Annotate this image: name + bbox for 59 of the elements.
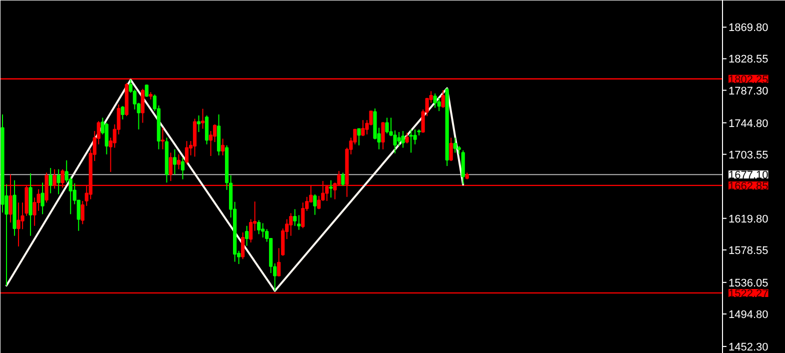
candlestick xyxy=(160,127,165,150)
candlestick xyxy=(220,138,225,156)
ref-line-label: 1677.10 xyxy=(728,170,768,182)
candlestick xyxy=(245,225,249,246)
y-tick-label: 1578.55 xyxy=(728,244,768,257)
ref-line-label: 1802.25 xyxy=(728,74,768,86)
candlestick xyxy=(441,90,445,108)
candlestick xyxy=(196,114,201,133)
y-tick-label: 1744.80 xyxy=(728,118,768,130)
y-tick-label: 1703.55 xyxy=(728,149,768,162)
candlestick xyxy=(313,194,317,216)
candlestick xyxy=(401,130,405,148)
y-tick-label: 1536.05 xyxy=(728,277,768,290)
y-tick-label: 1452.30 xyxy=(728,341,768,353)
line-series xyxy=(6,78,464,292)
candlestick xyxy=(168,152,173,182)
candlestick xyxy=(261,222,265,238)
candlestick xyxy=(140,88,144,124)
ref-line-label: 1662.85 xyxy=(728,180,768,192)
candlestick xyxy=(144,84,148,98)
y-tick-label: 1619.80 xyxy=(728,213,768,226)
y-tick-label: 1828.55 xyxy=(728,54,768,66)
candlestick xyxy=(357,128,361,146)
candlestick xyxy=(16,202,20,247)
candlestick xyxy=(381,122,385,150)
candlestick xyxy=(449,137,453,162)
candlestick xyxy=(176,154,181,170)
y-tick-label: 1494.80 xyxy=(728,308,768,321)
candlestick xyxy=(405,132,409,144)
candlestick xyxy=(341,172,345,186)
candlestick xyxy=(461,150,465,185)
candlestick xyxy=(204,114,209,145)
candlestick xyxy=(241,232,245,260)
candlestick xyxy=(56,168,60,195)
candlestick xyxy=(257,220,261,235)
candlestick xyxy=(329,180,333,198)
candlestick xyxy=(200,108,205,130)
candlestick xyxy=(437,97,441,112)
candlestick xyxy=(317,195,321,210)
candlestick xyxy=(453,137,457,154)
candlestick xyxy=(409,128,413,154)
candlestick xyxy=(301,202,305,229)
candlestick xyxy=(433,92,437,108)
candlestick xyxy=(249,218,253,243)
candlestick xyxy=(180,157,185,180)
candlestick xyxy=(289,212,293,236)
ref-line-label: 1522.27 xyxy=(728,288,768,300)
candlestick xyxy=(48,167,52,194)
candlestick xyxy=(104,122,108,155)
candlestick xyxy=(120,106,124,120)
candlestick xyxy=(293,208,297,226)
candlestick xyxy=(397,132,401,147)
y-tick-label: 1869.80 xyxy=(728,22,768,34)
candlestick xyxy=(184,140,189,165)
candlestick xyxy=(385,117,389,134)
candlestick xyxy=(172,148,177,175)
candlestick xyxy=(361,120,365,137)
candlestick xyxy=(40,182,44,215)
y-tick-label: 1787.30 xyxy=(728,85,768,98)
